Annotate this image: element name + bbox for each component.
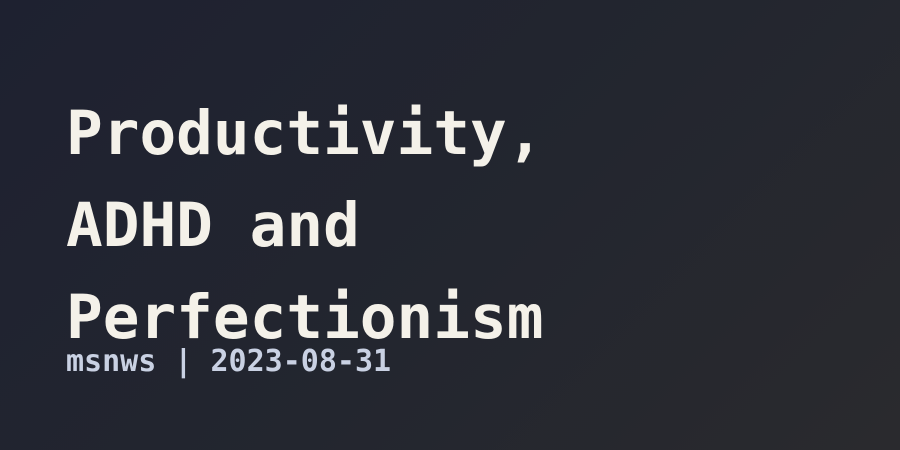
post-date: 2023-08-31 [210, 344, 392, 379]
meta-separator: | [174, 344, 193, 379]
title-line-3: Perfectionism [66, 282, 544, 353]
title-line-1: Productivity, [66, 98, 544, 169]
title-line-2: ADHD and [66, 190, 360, 261]
post-title: Productivity, ADHD and Perfectionism [66, 88, 866, 364]
post-meta: msnws | 2023-08-31 [66, 340, 391, 384]
author-name: msnws [66, 344, 157, 379]
